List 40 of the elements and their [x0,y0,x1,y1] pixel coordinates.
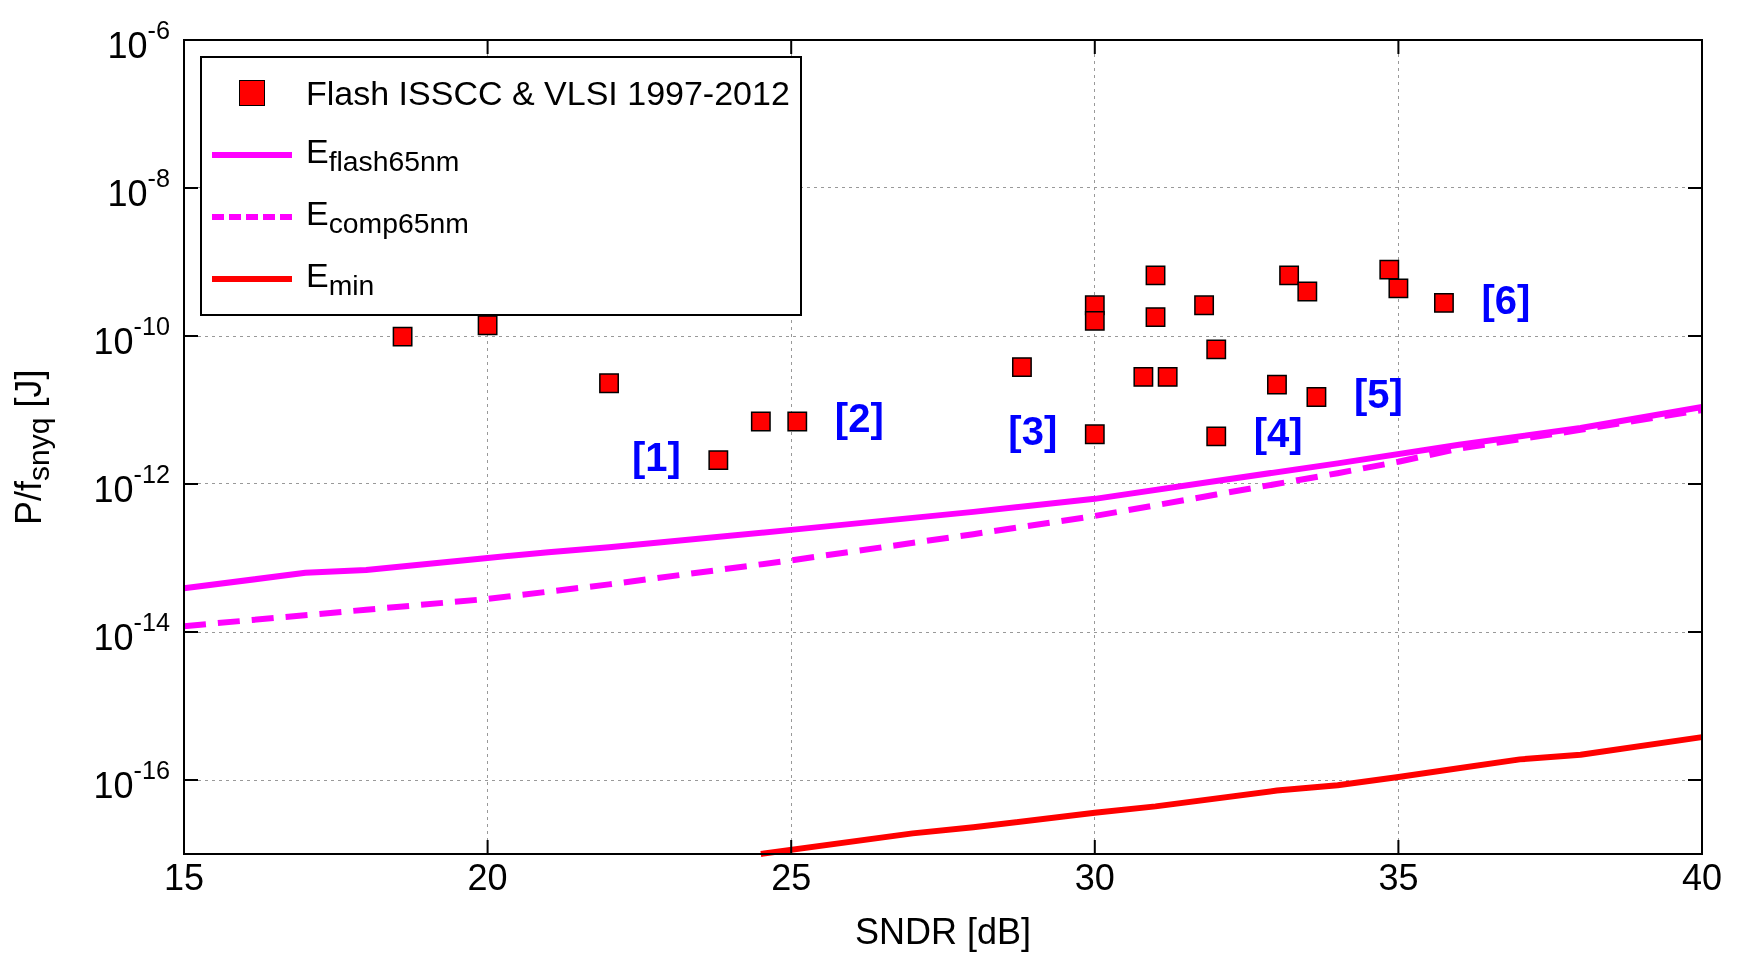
point [1133,366,1154,387]
point [1434,292,1454,313]
annotation: [5] [1353,372,1403,416]
point [1157,366,1178,387]
legend-label: E$_{comp65nm}$ [306,194,469,240]
point [1279,265,1300,286]
point [1297,281,1318,302]
annotation: [4] [1253,411,1303,456]
point [1206,426,1227,447]
x-tick-label: 30 [1074,856,1115,898]
x-tick-label: 40 [1681,856,1723,898]
point [787,411,808,432]
x-tick-label: 35 [1378,856,1419,898]
point [1011,357,1032,378]
point [750,411,771,432]
legend-label: E$_{flash65nm}$ [306,132,460,178]
point [1306,387,1327,407]
annotation: [3] [1008,409,1058,454]
annotation: [2] [834,396,884,441]
point [708,450,729,471]
annotation: [6] [1481,277,1531,322]
point [1267,374,1287,395]
point [1084,424,1105,445]
point [477,315,498,336]
point [1379,259,1400,280]
point [599,373,619,394]
point [1145,265,1166,286]
legend-label: Flash ISSCC & VLSI 1997-2012 [306,73,790,113]
x-axis-title: SNDR [dB] [854,911,1032,953]
point [1145,307,1166,328]
point [392,326,413,347]
point [1194,295,1215,316]
legend-label: E$_{min}$ [306,256,375,302]
point [1084,310,1105,331]
point [1206,339,1227,360]
point [1388,278,1409,299]
x-tick-label: 20 [467,856,508,898]
x-tick-label: 15 [163,856,205,898]
x-tick-label: 25 [771,856,812,898]
annotation: [1] [631,435,681,480]
